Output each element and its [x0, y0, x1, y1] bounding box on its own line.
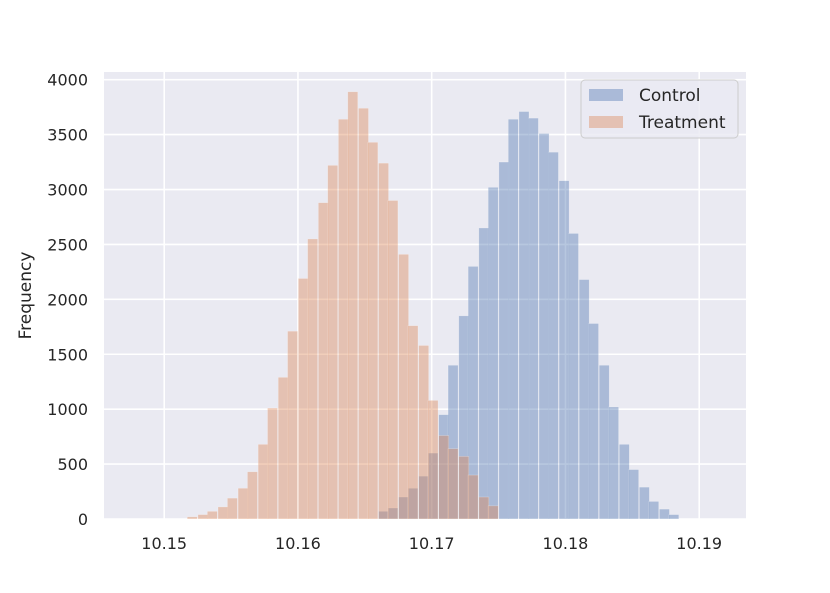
histogram-bar — [588, 323, 599, 520]
histogram-bar — [598, 364, 610, 520]
histogram-bar — [297, 278, 309, 520]
histogram-bar — [487, 187, 499, 520]
histogram-bar — [618, 444, 630, 520]
series-treatment — [186, 91, 499, 520]
histogram-bar — [398, 496, 409, 520]
y-tick-label: 1500 — [47, 345, 88, 364]
histogram-bar — [257, 444, 269, 520]
histogram-bar — [568, 233, 579, 520]
histogram-bar — [648, 501, 660, 520]
histogram-bar — [447, 448, 459, 520]
histogram-bar — [217, 506, 229, 520]
histogram-bar — [387, 507, 399, 520]
y-tick-label: 0 — [78, 510, 88, 529]
grid-lines — [104, 72, 746, 520]
legend-box — [580, 79, 739, 139]
histogram-bar — [407, 487, 419, 520]
plot-background — [104, 72, 746, 519]
histogram-bar — [277, 377, 289, 520]
x-tick-label: 10.18 — [543, 534, 589, 553]
histogram-bar — [447, 364, 459, 520]
histogram-bar — [438, 435, 450, 520]
histogram-bar — [487, 505, 499, 520]
histogram-bar — [207, 511, 218, 520]
histogram-bar — [237, 487, 249, 520]
y-tick-label: 1000 — [47, 400, 88, 419]
bars — [186, 91, 680, 520]
histogram-bar — [186, 516, 198, 520]
y-tick-label: 2500 — [47, 235, 88, 254]
histogram-bar — [227, 497, 238, 520]
histogram-bar — [507, 118, 519, 520]
histogram-bar — [367, 141, 379, 520]
histogram-bar — [427, 400, 439, 520]
histogram-bar — [478, 496, 490, 520]
histogram-bar — [197, 514, 209, 520]
histogram-bar — [548, 151, 559, 520]
legend-label-treatment: Treatment — [638, 113, 726, 133]
x-tick-label: 10.16 — [275, 534, 321, 553]
x-tick-label: 10.19 — [676, 534, 722, 553]
y-tick-label: 500 — [57, 455, 88, 474]
histogram-bar — [378, 511, 389, 520]
histogram-bar — [639, 486, 650, 520]
histogram-bar — [418, 475, 429, 520]
histogram-bar — [538, 133, 550, 520]
histogram-bar — [467, 266, 479, 520]
histogram-bar — [358, 107, 369, 520]
histogram-bar — [318, 202, 329, 520]
histogram-bar — [467, 474, 479, 520]
histogram-bar — [378, 162, 389, 520]
legend: Control Treatment — [580, 79, 739, 139]
x-tick-label: 10.17 — [409, 534, 455, 553]
histogram-bar — [628, 469, 639, 520]
histogram-bar — [458, 456, 470, 520]
histogram-bar — [478, 227, 490, 520]
legend-label-control: Control — [639, 86, 700, 106]
x-tick-label: 10.15 — [141, 534, 187, 553]
histogram-bar — [267, 407, 278, 520]
histogram-bar — [418, 345, 429, 520]
histogram-bar — [608, 406, 619, 520]
histogram-bar — [578, 279, 590, 520]
y-tick-label: 3000 — [47, 181, 88, 200]
legend-swatch-control — [589, 89, 623, 101]
histogram-bar — [558, 180, 570, 520]
y-tick-label: 4000 — [47, 71, 88, 90]
histogram-bar — [307, 238, 318, 520]
histogram-bar — [398, 254, 409, 520]
y-axis-label: Frequency — [16, 252, 36, 340]
histogram-bar — [518, 111, 530, 520]
histogram-bar — [247, 471, 258, 520]
histogram-bar — [347, 91, 359, 520]
histogram-bar — [498, 161, 510, 520]
histogram-bar — [338, 118, 349, 520]
histogram-bar — [387, 200, 399, 520]
tick-labels: 10.15 10.16 10.17 10.18 10.19 0 500 1000 1500 200… — [47, 71, 722, 553]
histogram-bar — [287, 330, 298, 520]
histogram-bar — [668, 514, 680, 520]
y-tick-label: 2000 — [47, 290, 88, 309]
series-control — [378, 111, 680, 520]
histogram-bar — [458, 315, 470, 520]
histogram-bar — [427, 452, 439, 520]
histogram-bar — [438, 414, 450, 520]
histogram-bar — [327, 165, 339, 520]
histogram-bar — [659, 508, 670, 520]
legend-swatch-treatment — [589, 116, 623, 128]
histogram-bar — [407, 325, 419, 520]
histogram-bar — [528, 117, 539, 520]
y-tick-label: 3500 — [47, 126, 88, 145]
